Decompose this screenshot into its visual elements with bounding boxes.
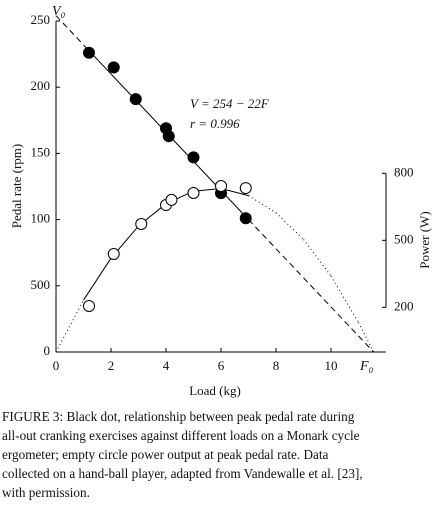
caption-line: ergometer; empty circle power output at … [2, 447, 329, 462]
filled-point [239, 212, 252, 225]
filled-point [107, 61, 120, 74]
y-tick-label: 200 [31, 78, 51, 93]
f0-label: F₀ [359, 359, 374, 374]
caption: FIGURE 3: Black dot, relationship betwee… [2, 409, 363, 500]
open-point [215, 180, 227, 193]
filled-point [187, 151, 200, 164]
open-point [83, 299, 95, 312]
fit-segment [358, 322, 375, 353]
y-tick-label: 150 [31, 144, 51, 159]
fit-segment [248, 195, 277, 214]
y-tick-label: 500 [31, 277, 51, 292]
fit-segment [83, 257, 112, 301]
x-tick-label: 4 [163, 358, 170, 373]
caption-line: all-out cranking exercises against diffe… [2, 428, 360, 443]
x-tick-label: 10 [325, 358, 338, 373]
x-tick-label: 8 [273, 358, 280, 373]
x-tick-label: 0 [53, 358, 60, 373]
open-point [187, 186, 200, 199]
equation: V = 254 − 22F [190, 96, 270, 111]
x-tick-label: 2 [108, 358, 115, 373]
open-point [135, 218, 148, 231]
fit-segment [248, 219, 374, 353]
y-tick-label: 100 [31, 211, 51, 226]
open-point [107, 247, 120, 260]
v0-label: V₀ [52, 4, 66, 19]
fit-segment [55, 299, 84, 353]
fit-segment [303, 239, 332, 277]
filled-point [162, 130, 175, 143]
correlation: r = 0.996 [190, 116, 240, 131]
caption-line: collected on a hand-ball player, adapted… [2, 466, 363, 481]
y2-axis-label: Power (W) [417, 211, 432, 268]
y-tick-label: 250 [31, 12, 51, 27]
y2-tick-label: 200 [394, 298, 414, 313]
y-tick-label: 0 [44, 343, 51, 358]
caption-line: FIGURE 3: Black dot, relationship betwee… [2, 409, 355, 424]
x-tick-label: 6 [218, 358, 225, 373]
x-axis-label: Load (kg) [189, 383, 241, 398]
filled-point [83, 46, 95, 59]
fit-segment [275, 212, 304, 240]
y2-tick-label: 800 [394, 164, 414, 179]
filled-point [129, 93, 142, 106]
open-point [165, 193, 178, 206]
open-point [239, 182, 252, 195]
fit-segment [330, 275, 359, 323]
y-axis-label: Pedal rate (rpm) [9, 144, 24, 228]
fit-segment [55, 15, 84, 46]
caption-line: with permission. [2, 485, 90, 500]
y2-tick-label: 500 [394, 231, 414, 246]
